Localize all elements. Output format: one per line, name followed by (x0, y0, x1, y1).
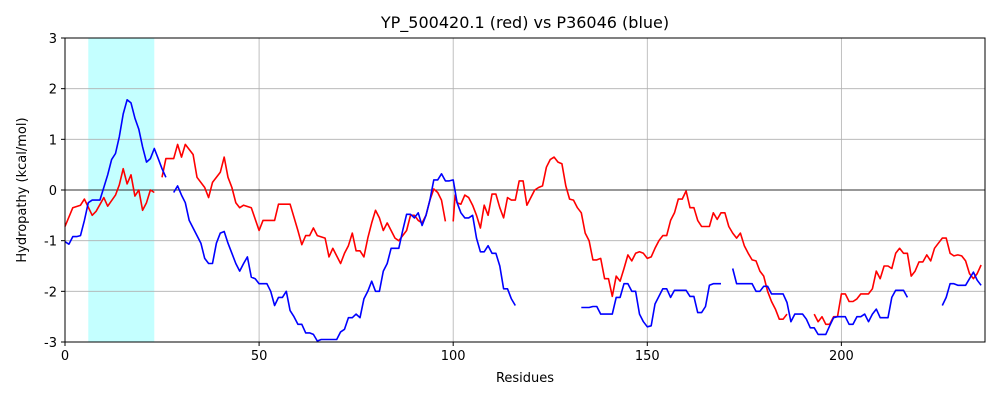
y-tick-label: -2 (44, 285, 57, 300)
y-tick-label: 2 (49, 83, 57, 98)
x-tick-label: 200 (829, 349, 854, 364)
series-2-line (941, 271, 982, 306)
x-tick-label: 50 (251, 349, 268, 364)
y-tick-label: -1 (44, 235, 57, 250)
y-tick-label: -3 (44, 336, 57, 351)
y-tick-label: 3 (49, 32, 57, 47)
y-tick-label: 0 (49, 184, 57, 199)
series-2-line (731, 268, 909, 336)
series-2-line (64, 99, 167, 245)
series-2-line (173, 173, 516, 342)
x-tick-label: 150 (635, 349, 660, 364)
x-tick-label: 100 (441, 349, 466, 364)
x-tick-label: 0 (61, 349, 69, 364)
series-2-line (581, 282, 721, 328)
series-1-line (161, 143, 447, 265)
y-axis-title: Hydropathy (kcal/mol) (15, 117, 30, 262)
series-1-line (64, 167, 155, 227)
series-1-line (813, 237, 982, 326)
y-tick-label: 1 (49, 133, 57, 148)
series-1-line (452, 156, 788, 320)
chart-title: YP_500420.1 (red) vs P36046 (blue) (380, 13, 669, 33)
x-axis-title: Residues (496, 371, 554, 386)
